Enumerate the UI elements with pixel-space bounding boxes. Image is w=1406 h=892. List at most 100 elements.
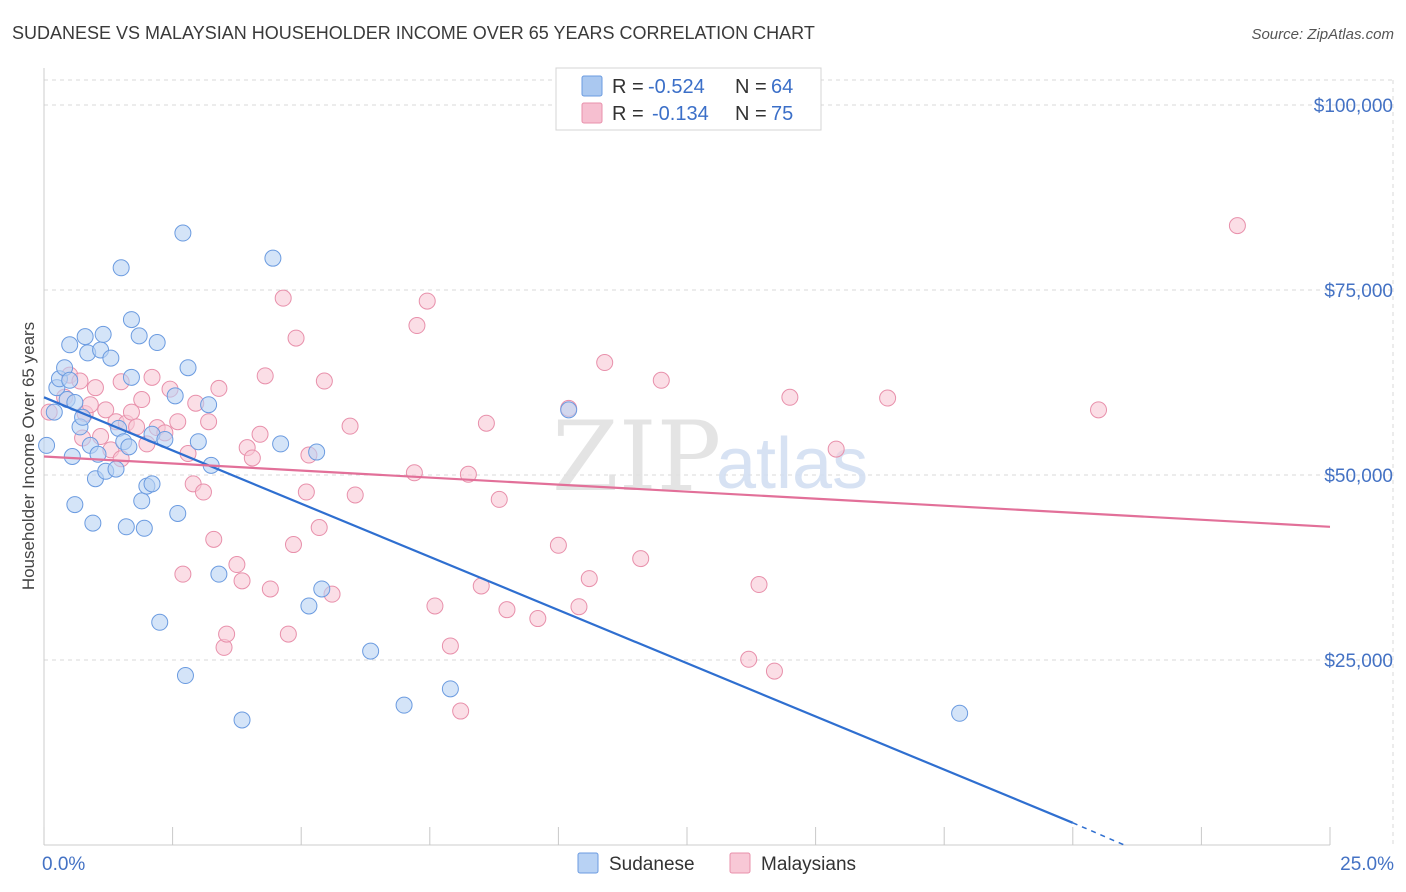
malaysian-point bbox=[194, 483, 212, 501]
trend-line-malaysians bbox=[43, 455, 1331, 528]
sudanese-point bbox=[441, 680, 459, 698]
malaysian-point bbox=[596, 354, 614, 372]
malaysian-point bbox=[169, 413, 187, 431]
sudanese-point bbox=[61, 336, 79, 354]
malaysian-point bbox=[341, 417, 359, 435]
malaysian-point bbox=[122, 403, 140, 421]
malaysian-point bbox=[529, 610, 547, 628]
malaysian-point bbox=[315, 372, 333, 390]
sudanese-point bbox=[210, 565, 228, 583]
sudanese-point bbox=[63, 448, 81, 465]
watermark: ZIP atlas bbox=[552, 401, 868, 513]
chart-title: SUDANESE VS MALAYSIAN HOUSEHOLDER INCOME… bbox=[12, 23, 815, 43]
legend-n-value-malaysians: 75 bbox=[771, 103, 793, 125]
sudanese-point bbox=[951, 704, 969, 722]
sudanese-point bbox=[169, 504, 187, 522]
malaysian-point bbox=[205, 530, 223, 548]
malaysian-point bbox=[418, 292, 436, 310]
malaysian-point bbox=[490, 490, 508, 508]
legend-swatch-sudanese bbox=[581, 75, 603, 97]
sudanese-point bbox=[120, 438, 138, 456]
malaysian-point bbox=[652, 371, 670, 389]
sudanese-point bbox=[45, 403, 63, 421]
sudanese-point bbox=[135, 519, 153, 537]
malaysian-point bbox=[243, 449, 261, 467]
bottom-legend-swatch-sudanese bbox=[577, 852, 599, 874]
malaysian-point bbox=[477, 414, 495, 432]
malaysian-point bbox=[274, 289, 292, 307]
series-sudanese-points bbox=[38, 224, 969, 729]
malaysian-point bbox=[133, 391, 151, 409]
malaysian-point bbox=[452, 702, 470, 720]
x-axis-ticks bbox=[43, 827, 1331, 845]
malaysian-point bbox=[97, 401, 115, 419]
sudanese-point bbox=[117, 518, 135, 536]
y-tick-labels: $25,000 $50,000 $75,000 $100,000 bbox=[1314, 96, 1393, 672]
malaysian-point bbox=[405, 464, 423, 482]
sudanese-point bbox=[76, 328, 94, 346]
bottom-legend: Sudanese Malaysians bbox=[577, 852, 856, 875]
malaysian-point bbox=[632, 550, 650, 568]
legend-r-value-malaysians: -0.134 bbox=[652, 103, 709, 125]
sudanese-point bbox=[151, 613, 169, 631]
malaysian-point bbox=[459, 465, 477, 483]
sudanese-point bbox=[148, 334, 166, 352]
trend-line-sudanese bbox=[43, 396, 1074, 824]
sudanese-point bbox=[61, 371, 79, 389]
legend-r-value-sudanese: -0.524 bbox=[648, 76, 705, 98]
sudanese-point bbox=[176, 667, 194, 685]
malaysian-point bbox=[174, 565, 192, 583]
y-tick-label: $100,000 bbox=[1314, 96, 1393, 117]
y-tick-label: $25,000 bbox=[1324, 651, 1393, 672]
malaysian-point bbox=[765, 662, 783, 680]
malaysian-point bbox=[549, 536, 567, 554]
malaysian-point bbox=[284, 536, 302, 554]
bottom-legend-label-malaysians: Malaysians bbox=[761, 854, 856, 875]
sudanese-point bbox=[122, 311, 140, 329]
sudanese-point bbox=[38, 436, 56, 454]
sudanese-point bbox=[264, 249, 282, 267]
sudanese-point bbox=[102, 349, 120, 367]
x-tick-label-min: 0.0% bbox=[42, 854, 85, 875]
malaysian-point bbox=[441, 637, 459, 655]
malaysian-point bbox=[143, 368, 161, 386]
sudanese-point bbox=[84, 514, 102, 532]
sudanese-point bbox=[200, 396, 218, 414]
y-tick-label: $75,000 bbox=[1324, 281, 1393, 302]
malaysian-point bbox=[879, 389, 897, 407]
bottom-legend-swatch-malaysians bbox=[729, 852, 751, 874]
correlation-legend: R = -0.524 N = 64 R = -0.134 N = 75 bbox=[555, 67, 822, 131]
sudanese-point bbox=[112, 259, 130, 277]
sudanese-point bbox=[133, 492, 151, 510]
sudanese-point bbox=[233, 711, 251, 729]
legend-r-label-sudanese: R = bbox=[612, 76, 644, 98]
malaysian-point bbox=[86, 379, 104, 397]
sudanese-point bbox=[166, 387, 184, 405]
trend-line-sudanese-extension bbox=[1072, 822, 1125, 846]
malaysian-point bbox=[261, 580, 279, 598]
sudanese-point bbox=[300, 597, 318, 615]
malaysian-point bbox=[1090, 401, 1108, 419]
malaysian-point bbox=[498, 601, 516, 619]
sudanese-point bbox=[130, 327, 148, 345]
watermark-zip: ZIP bbox=[552, 401, 721, 513]
legend-n-value-sudanese: 64 bbox=[771, 76, 793, 98]
sudanese-point bbox=[395, 696, 413, 714]
sudanese-point bbox=[362, 642, 380, 660]
sudanese-point bbox=[143, 475, 161, 493]
malaysian-point bbox=[256, 367, 274, 385]
malaysian-point bbox=[580, 570, 598, 588]
legend-r-label-malaysians: R = bbox=[612, 103, 644, 125]
malaysian-point bbox=[310, 519, 328, 537]
malaysian-point bbox=[781, 388, 799, 406]
malaysian-point bbox=[251, 425, 269, 443]
sudanese-point bbox=[272, 435, 290, 453]
sudanese-point bbox=[94, 325, 112, 343]
malaysian-point bbox=[740, 650, 758, 668]
legend-swatch-malaysians bbox=[581, 102, 603, 124]
malaysian-point bbox=[287, 329, 305, 347]
sudanese-point bbox=[308, 443, 326, 461]
malaysian-point bbox=[233, 572, 251, 590]
sudanese-point bbox=[107, 460, 125, 478]
